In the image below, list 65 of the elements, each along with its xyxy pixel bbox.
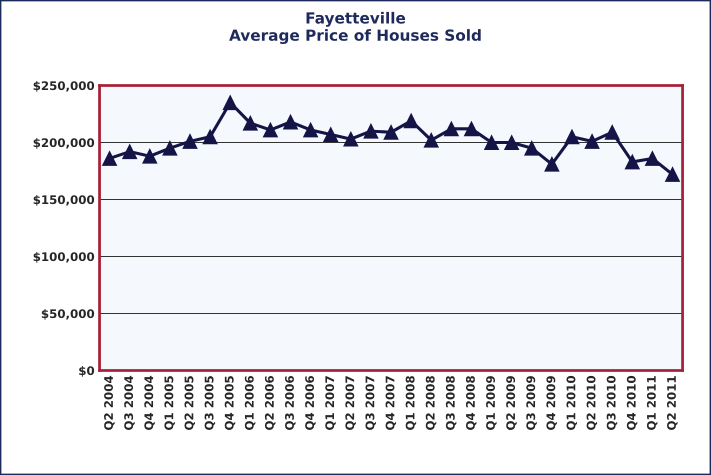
x-tick-label: Q1 2011 — [646, 376, 658, 430]
y-tick-label: $100,000 — [34, 252, 94, 263]
x-tick-label: Q3 2006 — [285, 376, 296, 430]
point — [464, 121, 479, 136]
point — [665, 166, 680, 182]
x-tick-label: Q4 2008 — [466, 376, 476, 430]
point — [122, 144, 138, 160]
y-tick-label: $0 — [79, 366, 94, 377]
x-tick-label: Q2 2006 — [264, 376, 276, 430]
y-tick-label: $50,000 — [42, 309, 94, 320]
point — [424, 132, 439, 148]
x-tick-label: Q1 2008 — [406, 376, 416, 430]
x-tick-label: Q4 2006 — [305, 376, 316, 430]
x-tick-label: Q2 2011 — [667, 376, 678, 430]
x-tick-label: Q2 2004 — [104, 376, 115, 430]
x-tick-label: Q1 2009 — [486, 376, 497, 430]
point — [262, 122, 278, 138]
point — [182, 134, 198, 149]
point — [283, 114, 298, 130]
x-tick-label: Q3 2005 — [204, 376, 216, 430]
point — [162, 140, 178, 156]
x-tick-label: Q2 2010 — [586, 376, 598, 430]
x-tick-label: Q4 2010 — [626, 376, 638, 430]
x-tick-label: Q3 2009 — [526, 376, 537, 430]
x-tick-label: Q1 2006 — [244, 376, 256, 430]
point — [524, 140, 540, 156]
x-tick-label: Q3 2007 — [365, 376, 376, 430]
point — [242, 116, 258, 131]
point — [384, 124, 399, 140]
point — [343, 132, 358, 147]
point — [202, 129, 218, 144]
point — [644, 150, 660, 166]
x-tick-label: Q2 2007 — [345, 376, 356, 430]
point — [404, 113, 419, 128]
x-tick-label: Q2 2009 — [506, 376, 517, 430]
point — [102, 150, 118, 166]
point — [323, 127, 338, 142]
y-tick-label: $250,000 — [34, 81, 94, 92]
y-tick-label: $150,000 — [34, 195, 94, 206]
x-tick-label: Q4 2004 — [144, 376, 155, 430]
point — [584, 134, 600, 149]
point — [444, 121, 459, 136]
chart-title: Fayetteville Average Price of Houses Sold — [229, 12, 481, 44]
x-tick-label: Q3 2008 — [446, 376, 456, 430]
x-tick-label: Q1 2007 — [325, 376, 336, 430]
point — [544, 156, 560, 172]
y-tick-label: $200,000 — [34, 138, 94, 149]
point — [484, 135, 500, 150]
x-tick-label: Q1 2005 — [164, 376, 175, 430]
point — [303, 122, 318, 138]
x-tick-label: Q4 2005 — [224, 376, 236, 430]
point — [222, 95, 238, 110]
x-tick-label: Q4 2007 — [386, 376, 396, 430]
point — [624, 154, 640, 170]
point — [604, 124, 620, 140]
point — [564, 129, 580, 144]
point — [504, 135, 520, 150]
x-tick-label: Q3 2004 — [124, 376, 135, 430]
point — [363, 124, 378, 139]
x-tick-label: Q4 2009 — [546, 376, 557, 430]
x-tick-label: Q2 2005 — [184, 376, 195, 430]
x-tick-label: Q2 2008 — [426, 376, 436, 430]
point — [142, 148, 158, 164]
x-tick-label: Q1 2010 — [566, 376, 577, 430]
x-tick-label: Q3 2010 — [606, 376, 618, 430]
